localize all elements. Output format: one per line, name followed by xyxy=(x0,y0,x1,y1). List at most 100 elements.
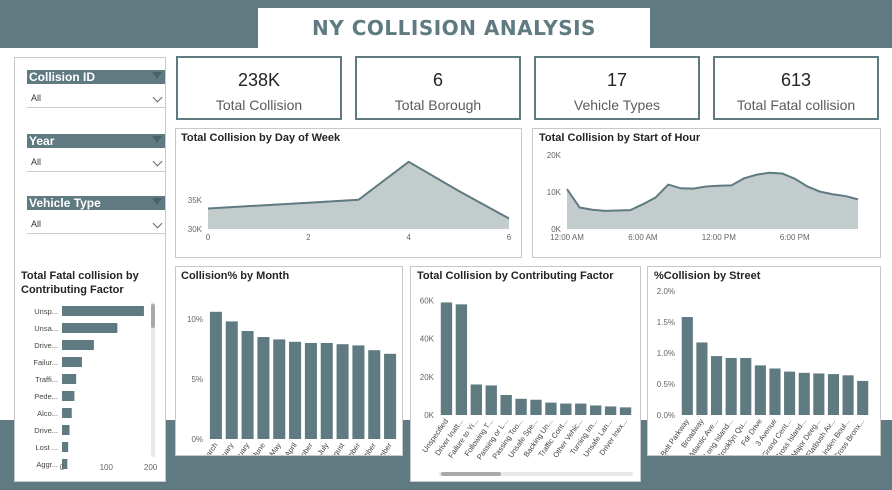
y-tick-label: 30K xyxy=(188,225,203,234)
x-tick-label: 6 xyxy=(507,233,512,242)
y-tick-label: 0% xyxy=(191,435,203,444)
month-card: Collision% by Month 0%5%10%MarchJanuaryF… xyxy=(175,266,403,456)
y-tick-label: 1.5% xyxy=(657,318,675,327)
y-tick-label: Failur... xyxy=(33,358,58,367)
bar xyxy=(62,425,70,435)
slicer-label: Collision ID xyxy=(29,70,95,84)
scrollbar-track xyxy=(151,302,155,457)
series-line xyxy=(566,171,859,212)
x-tick-label: 100 xyxy=(100,463,114,472)
area-fill xyxy=(208,161,509,229)
street-card: %Collision by Street 0.0% 0.5% 1.0% 1.5% 2.0… xyxy=(647,266,881,456)
bar xyxy=(619,407,632,415)
bar xyxy=(696,342,708,415)
bar xyxy=(209,311,222,439)
y-tick-label: Pede... xyxy=(34,392,58,401)
slicer-label: Year xyxy=(29,134,55,148)
x-tick-label: 6:00 AM xyxy=(628,233,658,242)
bar xyxy=(241,331,254,439)
kpi-total-borough: 6 Total Borough xyxy=(355,56,521,120)
report-title-box: NY COLLISION ANALYSIS xyxy=(258,8,650,48)
x-tick-label: 4 xyxy=(406,233,411,242)
slicer-label: Vehicle Type xyxy=(29,196,101,210)
scrollbar-thumb[interactable] xyxy=(441,472,501,476)
slicer-header-year[interactable]: Year xyxy=(27,134,165,148)
bar xyxy=(575,403,587,415)
scrollbar-thumb[interactable] xyxy=(151,304,155,328)
bar xyxy=(62,408,72,418)
chevron-down-icon[interactable] xyxy=(152,136,162,143)
y-tick-label: 5% xyxy=(191,375,203,384)
bar xyxy=(560,403,572,415)
bar xyxy=(813,373,825,415)
y-tick-label: 0K xyxy=(551,225,561,234)
factor-card: Total Collision by Contributing Factor 0… xyxy=(410,266,641,482)
x-tick-label: 0 xyxy=(206,233,211,242)
kpi-value: 17 xyxy=(606,70,628,90)
slicer-value: All xyxy=(31,93,42,103)
slicer-dropdown-collision-id[interactable]: All xyxy=(27,91,165,108)
slicer-value: All xyxy=(31,219,42,229)
slicer-dropdown-year[interactable]: All xyxy=(27,155,165,172)
bar xyxy=(368,350,381,439)
series-line xyxy=(207,160,510,220)
y-tick-label: 35K xyxy=(188,196,203,205)
bar xyxy=(784,371,796,415)
kpi-value: 6 xyxy=(432,70,443,90)
chevron-down-icon[interactable] xyxy=(152,198,162,205)
y-tick-label: 40K xyxy=(420,335,435,344)
x-tick-label: March xyxy=(200,441,219,455)
bar xyxy=(352,345,365,439)
slicer-value: All xyxy=(31,157,42,167)
x-tick-label: April xyxy=(283,441,299,455)
bar xyxy=(857,380,869,415)
slicer-header-vehicle-type[interactable]: Vehicle Type xyxy=(27,196,165,210)
bar xyxy=(604,406,617,415)
y-tick-label: 10K xyxy=(547,188,562,197)
bar xyxy=(842,375,854,415)
x-tick-label: 12:00 AM xyxy=(550,233,584,242)
x-tick-label: 6:00 PM xyxy=(780,233,810,242)
x-tick-label: June xyxy=(250,441,267,455)
y-tick-label: 2.0% xyxy=(657,287,675,296)
y-tick-label: Traffi... xyxy=(35,375,58,384)
bar xyxy=(827,374,840,415)
bar xyxy=(455,304,468,415)
chevron-down-icon[interactable] xyxy=(152,92,163,103)
bar xyxy=(320,343,333,439)
bar xyxy=(681,317,693,415)
day-of-week-chart: 30K 35K 0 2 4 6 xyxy=(188,160,512,242)
x-tick-label: July xyxy=(315,441,330,455)
y-tick-label: 0.0% xyxy=(657,411,675,420)
bar xyxy=(257,337,270,439)
slicer-dropdown-vehicle-type[interactable]: All xyxy=(27,217,165,234)
kpi-label: Total Borough xyxy=(394,97,482,113)
area-fill xyxy=(567,172,858,229)
chevron-down-icon[interactable] xyxy=(152,156,163,167)
bar xyxy=(545,402,557,415)
y-tick-label: Unsa... xyxy=(34,324,58,333)
bar xyxy=(304,343,317,439)
chevron-down-icon[interactable] xyxy=(152,218,163,229)
bar xyxy=(530,399,542,415)
chevron-down-icon[interactable] xyxy=(152,72,162,79)
bar xyxy=(62,323,118,333)
month-chart: 0%5%10%MarchJanuaryFebruaryJuneMayAprilO… xyxy=(187,311,397,455)
y-tick-label: 60K xyxy=(420,297,435,306)
bar xyxy=(470,384,482,415)
slicer-header-collision-id[interactable]: Collision ID xyxy=(27,70,165,84)
y-tick-label: Lost ... xyxy=(35,443,58,452)
bar xyxy=(62,340,94,350)
bar xyxy=(440,302,453,415)
chart-title: Total Collision by Day of Week xyxy=(181,132,341,144)
x-tick-label: May xyxy=(267,441,283,455)
bar xyxy=(273,339,286,439)
y-tick-label: Aggr... xyxy=(36,460,58,469)
y-tick-label: 20K xyxy=(420,373,435,382)
bar xyxy=(515,398,527,415)
bar xyxy=(590,405,602,415)
bar xyxy=(62,391,75,401)
bar xyxy=(62,357,82,367)
kpi-total-fatal: 613 Total Fatal collision xyxy=(713,56,879,120)
